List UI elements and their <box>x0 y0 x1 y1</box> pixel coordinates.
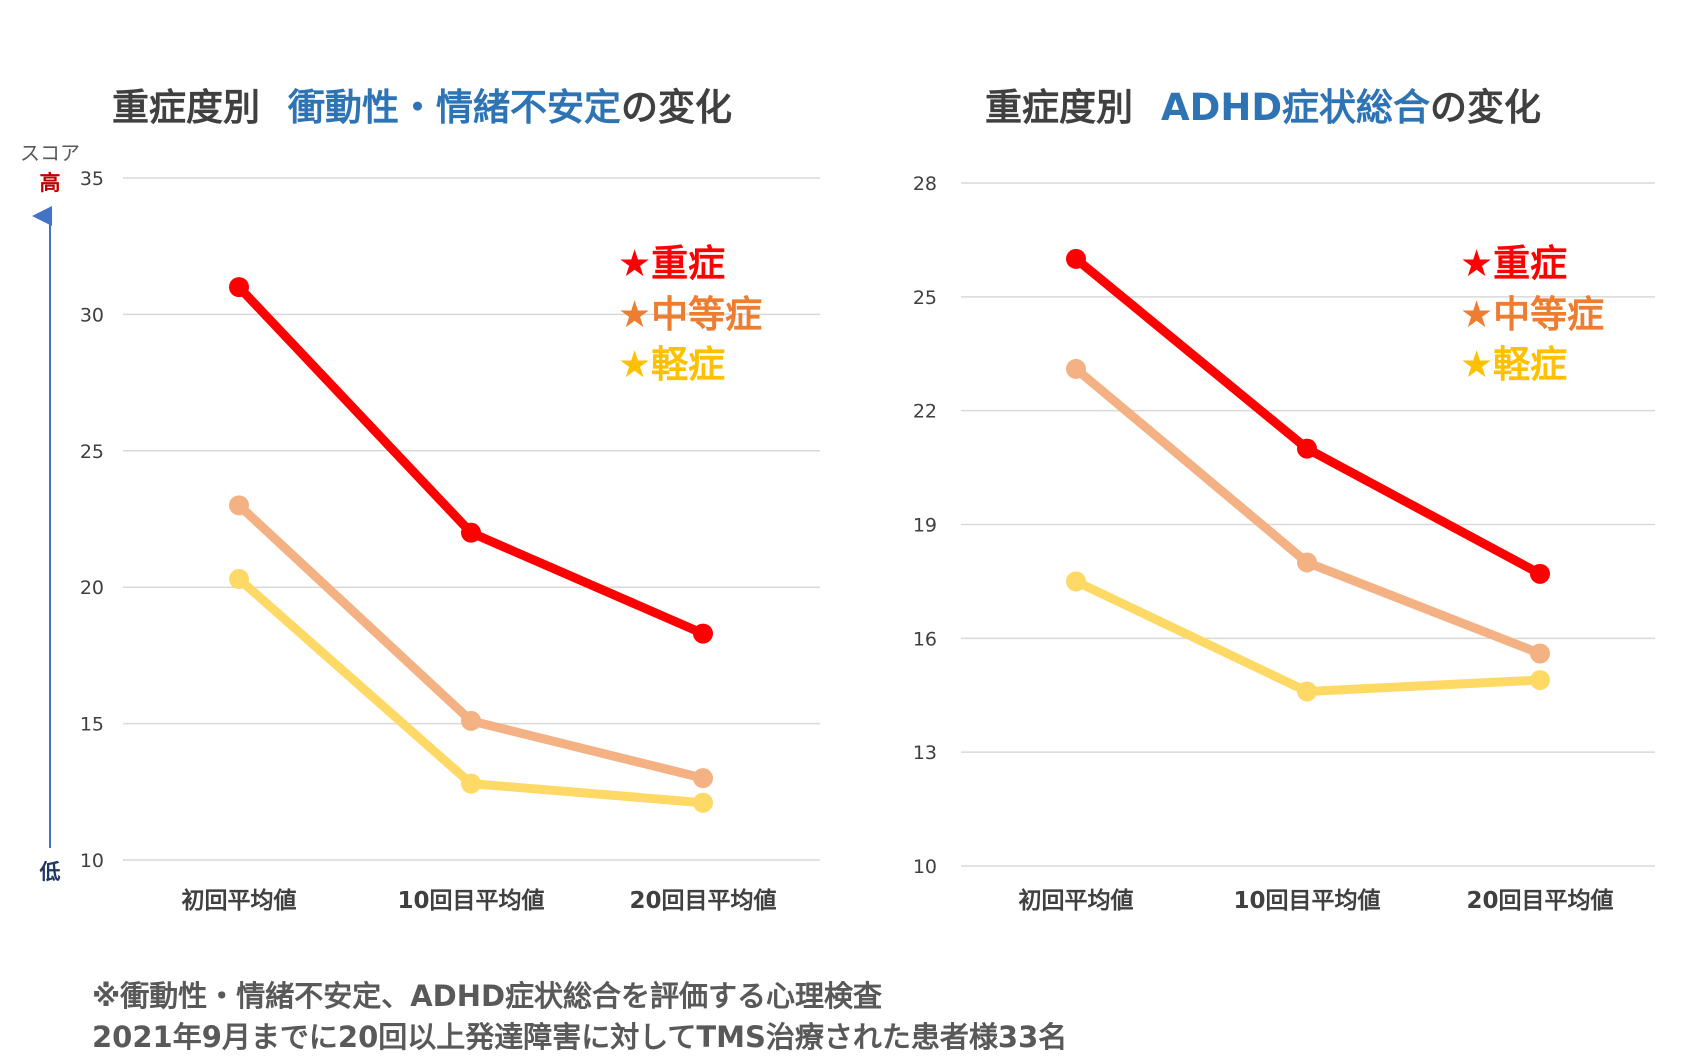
chart2-y-tick-label: 22 <box>913 401 937 423</box>
chart1-x-tick-label: 10回目平均値 <box>397 887 544 914</box>
chart1-plot: 10 15 20 25 30 35 初回平均値 10回目平均値 20回目平均値 <box>80 168 820 914</box>
score-axis-high-label: 高 <box>40 171 61 195</box>
score-axis-label: スコア <box>20 141 80 165</box>
chart2-title-highlight: ADHD症状総合 <box>1161 86 1430 129</box>
chart1-point-severe <box>461 522 481 543</box>
chart1-x-tick-label: 20回目平均値 <box>629 887 776 914</box>
chart1-point-mild <box>693 792 713 813</box>
chart1-point-mild <box>461 773 481 794</box>
chart2-point-severe <box>1297 438 1317 459</box>
chart2-point-moderate <box>1066 358 1086 379</box>
chart2-legend-severe: ★重症 <box>1460 242 1567 285</box>
chart1-title-suffix: の変化 <box>621 86 732 129</box>
chart1-y-tick-label: 10 <box>80 850 104 872</box>
chart2-legend-moderate: ★中等症 <box>1460 293 1604 336</box>
chart1-y-tick-label: 20 <box>80 577 104 599</box>
footnote-line2: 2021年9月までに20回以上発達障害に対してTMS治療された患者様33名 <box>92 1020 1067 1054</box>
chart1-point-moderate <box>693 768 713 789</box>
chart1-point-severe <box>693 623 713 644</box>
chart2-point-severe <box>1530 563 1550 584</box>
chart2-title-suffix: の変化 <box>1430 86 1541 129</box>
chart2-x-tick-label: 初回平均値 <box>1019 887 1134 914</box>
chart1-y-tick-label: 25 <box>80 441 104 463</box>
chart2-y-tick-label: 28 <box>913 173 937 195</box>
chart1-point-mild <box>229 569 249 590</box>
chart1-legend-severe: ★重症 <box>618 242 725 285</box>
chart2-y-tick-label: 10 <box>913 856 937 878</box>
chart1-legend: ★重症 ★中等症 ★軽症 <box>618 242 762 386</box>
score-axis-low-label: 低 <box>39 860 61 884</box>
chart2-y-tick-label: 19 <box>913 515 937 537</box>
chart1-point-severe <box>229 277 249 298</box>
chart1-legend-mild: ★軽症 <box>618 343 725 386</box>
chart1-point-moderate <box>229 495 249 516</box>
chart2-legend: ★重症 ★中等症 ★軽症 <box>1460 242 1604 386</box>
chart2-x-tick-label: 20回目平均値 <box>1466 887 1613 914</box>
chart2-title: 重症度別 ADHD症状総合の変化 <box>985 86 1541 129</box>
chart2-point-moderate <box>1530 643 1550 664</box>
chart1-title-highlight: 衝動性・情緒不安定 <box>287 86 621 129</box>
chart1-y-tick-label: 30 <box>80 304 104 326</box>
footnote-line1: ※衝動性・情緒不安定、ADHD症状総合を評価する心理検査 <box>92 979 882 1013</box>
chart2-point-moderate <box>1297 552 1317 573</box>
chart2-point-mild <box>1066 571 1086 592</box>
chart2-point-mild <box>1530 670 1550 691</box>
chart2-y-tick-label: 25 <box>913 287 937 309</box>
chart2-plot: 10 13 16 19 22 25 28 初回平均値 10回目平均値 20回目平均値 <box>913 173 1655 914</box>
chart1-title-prefix: 重症度別 <box>112 86 260 129</box>
chart1-line-mild <box>234 574 708 808</box>
chart1-y-tick-label: 15 <box>80 714 104 736</box>
chart2-point-severe <box>1066 248 1086 269</box>
chart1-x-tick-label: 初回平均値 <box>182 887 297 914</box>
chart1-y-tick-label: 35 <box>80 168 104 190</box>
chart1-point-moderate <box>461 710 481 731</box>
chart1-legend-moderate: ★中等症 <box>618 293 762 336</box>
chart2-x-tick-label: 10回目平均値 <box>1233 887 1380 914</box>
chart2-y-tick-label: 13 <box>913 742 937 764</box>
chart2-legend-mild: ★軽症 <box>1460 343 1567 386</box>
chart1-title: 重症度別 衝動性・情緒不安定の変化 <box>112 86 732 129</box>
chart2-y-tick-label: 16 <box>913 628 937 650</box>
chart1-line-severe <box>234 282 708 639</box>
chart2-line-mild <box>1071 576 1545 696</box>
chart2-title-prefix: 重症度別 <box>985 86 1133 129</box>
chart2-point-mild <box>1297 681 1317 702</box>
